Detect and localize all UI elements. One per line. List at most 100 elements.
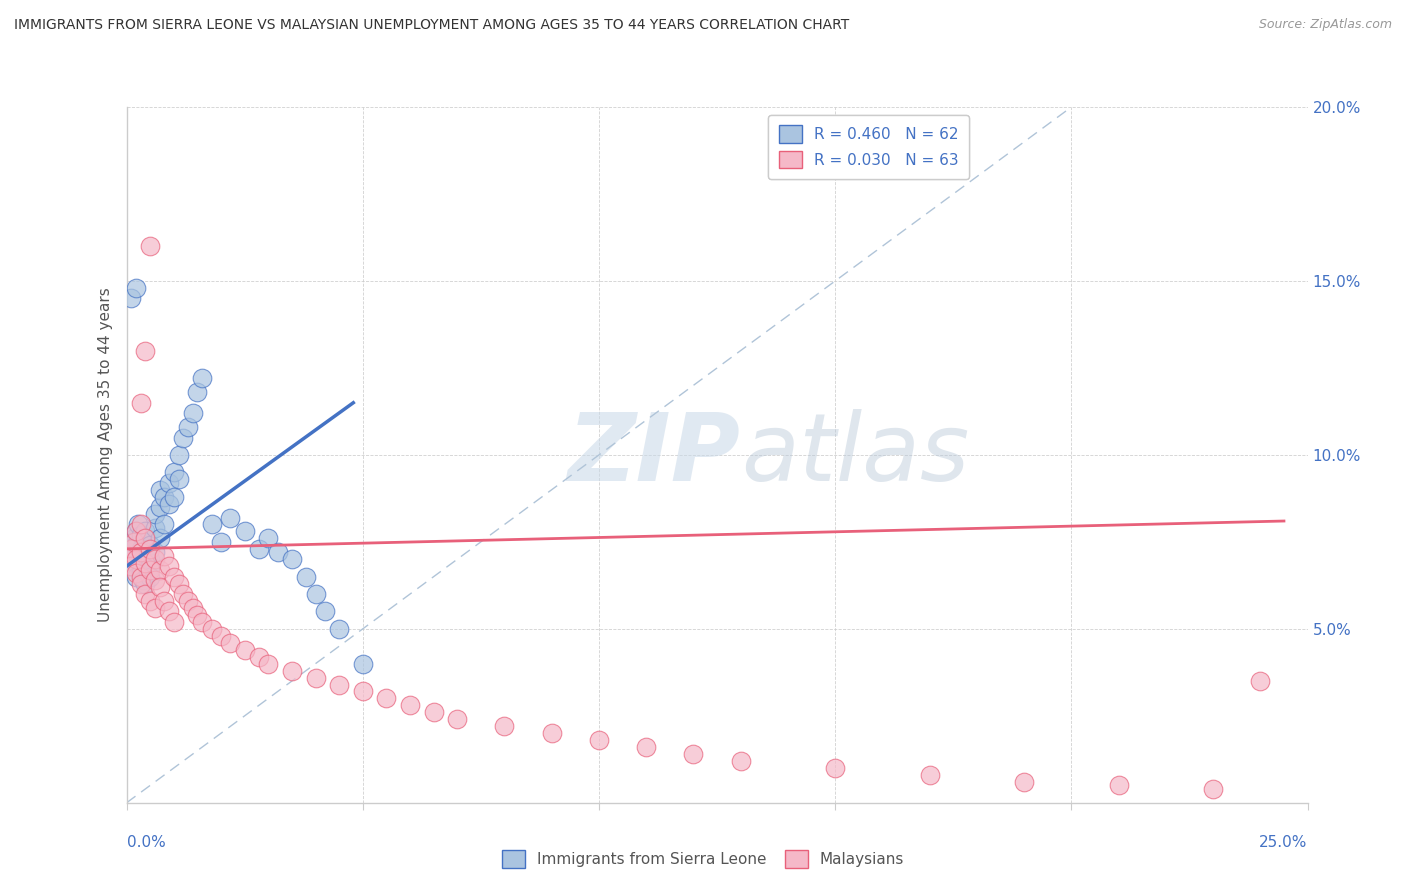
Point — [267, 545, 290, 559]
Point — [125, 552, 148, 566]
Point — [1202, 781, 1225, 796]
Point — [129, 570, 152, 584]
Text: 0.0%: 0.0% — [127, 836, 166, 850]
Point — [125, 570, 148, 584]
Point — [200, 517, 222, 532]
Point — [149, 500, 172, 514]
Text: atlas: atlas — [741, 409, 969, 500]
Point — [352, 684, 374, 698]
Point — [125, 556, 148, 570]
Point — [149, 532, 172, 546]
Point — [143, 552, 166, 566]
Point — [134, 524, 156, 539]
Point — [134, 343, 156, 358]
Point — [304, 671, 326, 685]
Point — [129, 566, 152, 581]
Point — [163, 490, 186, 504]
Point — [134, 556, 156, 570]
Point — [328, 677, 350, 691]
Point — [153, 517, 176, 532]
Text: Source: ZipAtlas.com: Source: ZipAtlas.com — [1258, 18, 1392, 31]
Point — [125, 524, 148, 539]
Point — [153, 549, 176, 563]
Point — [191, 371, 214, 385]
Point — [186, 607, 208, 622]
Point — [132, 552, 155, 566]
Point — [314, 605, 336, 619]
Text: IMMIGRANTS FROM SIERRA LEONE VS MALAYSIAN UNEMPLOYMENT AMONG AGES 35 TO 44 YEARS: IMMIGRANTS FROM SIERRA LEONE VS MALAYSIA… — [14, 18, 849, 32]
Point — [247, 541, 270, 556]
Point — [1249, 674, 1271, 689]
Point — [163, 615, 186, 629]
Point — [163, 466, 186, 480]
Point — [136, 566, 159, 581]
Point — [352, 657, 374, 671]
Point — [122, 534, 145, 549]
Y-axis label: Unemployment Among Ages 35 to 44 years: Unemployment Among Ages 35 to 44 years — [98, 287, 114, 623]
Point — [129, 545, 152, 559]
Point — [233, 642, 256, 657]
Point — [304, 587, 326, 601]
Point — [125, 566, 148, 581]
Point — [127, 517, 149, 532]
Point — [177, 594, 200, 608]
Point — [143, 521, 166, 535]
Point — [167, 448, 190, 462]
Point — [295, 570, 318, 584]
Point — [125, 281, 148, 295]
Point — [494, 719, 516, 733]
Point — [118, 549, 141, 563]
Point — [122, 532, 145, 546]
Point — [186, 385, 208, 400]
Point — [149, 580, 172, 594]
Point — [153, 490, 176, 504]
Point — [247, 649, 270, 664]
Point — [134, 556, 156, 570]
Point — [139, 541, 162, 556]
Point — [122, 541, 145, 556]
Point — [139, 552, 162, 566]
Point — [824, 761, 846, 775]
Point — [191, 615, 214, 629]
Point — [139, 538, 162, 552]
Point — [422, 706, 444, 720]
Point — [143, 507, 166, 521]
Point — [157, 559, 180, 574]
Point — [540, 726, 562, 740]
Point — [120, 541, 142, 556]
Point — [209, 629, 232, 643]
Point — [682, 747, 704, 761]
Point — [127, 549, 149, 563]
Point — [177, 420, 200, 434]
Point — [139, 563, 162, 577]
Point — [167, 472, 190, 486]
Point — [120, 534, 142, 549]
Text: 25.0%: 25.0% — [1260, 836, 1308, 850]
Point — [281, 664, 304, 678]
Point — [125, 524, 148, 539]
Point — [157, 475, 180, 490]
Point — [399, 698, 422, 713]
Point — [134, 534, 156, 549]
Point — [120, 291, 142, 305]
Point — [446, 712, 468, 726]
Point — [139, 239, 162, 253]
Point — [134, 576, 156, 591]
Point — [125, 538, 148, 552]
Point — [257, 657, 280, 671]
Point — [134, 587, 156, 601]
Point — [120, 559, 142, 574]
Point — [233, 524, 256, 539]
Point — [129, 576, 152, 591]
Point — [257, 532, 280, 546]
Point — [730, 754, 752, 768]
Point — [153, 594, 176, 608]
Point — [129, 517, 152, 532]
Point — [143, 573, 166, 587]
Point — [219, 636, 242, 650]
Point — [200, 622, 222, 636]
Point — [918, 768, 941, 782]
Point — [129, 396, 152, 410]
Point — [1108, 778, 1130, 792]
Point — [134, 532, 156, 546]
